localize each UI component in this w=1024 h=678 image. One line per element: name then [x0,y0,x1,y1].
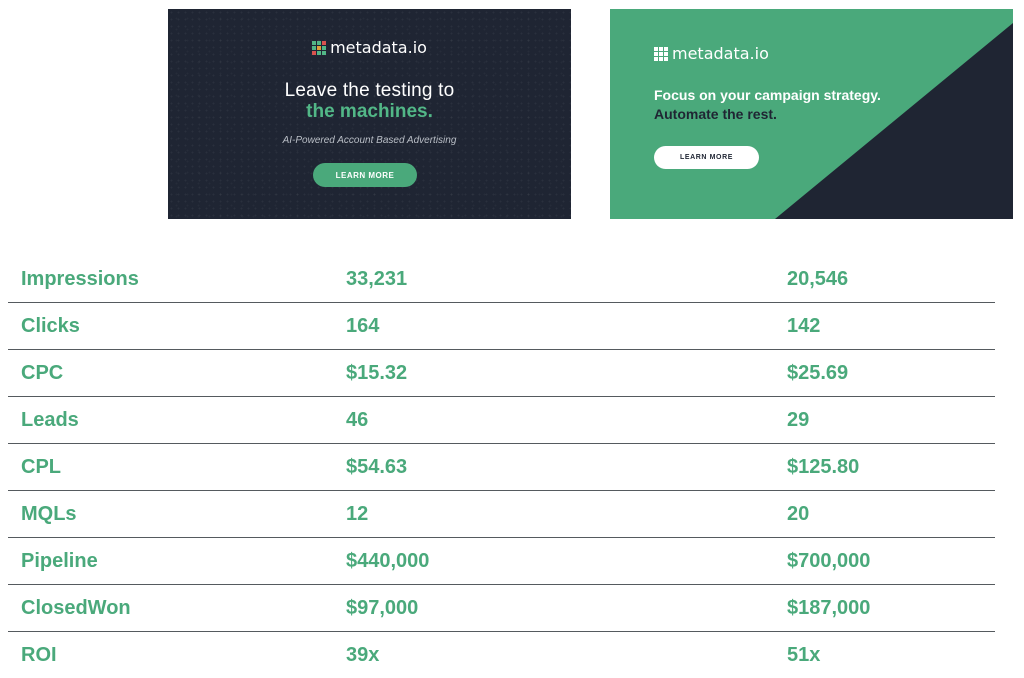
logo-grid-icon [654,47,668,61]
metric-label: Pipeline [8,538,346,585]
ad-a-value: $440,000 [346,538,787,585]
metric-label: Leads [8,397,346,444]
table-row: CPC$15.32$25.69 [8,350,995,397]
metric-label: Impressions [8,256,346,303]
table-row: Pipeline$440,000$700,000 [8,538,995,585]
ad-b-value: 51x [787,632,995,678]
ad-b-value: $700,000 [787,538,995,585]
ad-a-value: $54.63 [346,444,787,491]
brand-logo: metadata.io [168,38,571,57]
ad-a-value: 39x [346,632,787,678]
learn-more-button[interactable]: LEARN MORE [313,163,417,187]
metric-label: CPC [8,350,346,397]
brand-name: metadata.io [330,38,427,57]
ad-headline-line2: the machines. [168,101,571,123]
ad-a-value: 12 [346,491,787,538]
ad-headline-line2: Automate the rest. [654,106,777,122]
brand-name: metadata.io [672,44,769,63]
ad-headline-line1: Leave the testing to [168,80,571,102]
ad-b-value: $187,000 [787,585,995,632]
metric-label: CPL [8,444,346,491]
ad-a-value: $97,000 [346,585,787,632]
ad-b-value: 20 [787,491,995,538]
ad-b-value: $125.80 [787,444,995,491]
metric-label: ROI [8,632,346,678]
ad-a-value: 33,231 [346,256,787,303]
ad-variant-a: metadata.io Leave the testing to the mac… [168,9,571,219]
metric-label: Clicks [8,303,346,350]
ad-b-value: 142 [787,303,995,350]
brand-logo: metadata.io [654,44,769,63]
metric-label: ClosedWon [8,585,346,632]
ad-b-value: 20,546 [787,256,995,303]
logo-grid-icon [312,41,326,55]
ad-variant-b: metadata.io Focus on your campaign strat… [610,9,1013,219]
ad-a-value: 46 [346,397,787,444]
table-row: ClosedWon$97,000$187,000 [8,585,995,632]
metric-label: MQLs [8,491,346,538]
ad-a-value: $15.32 [346,350,787,397]
ad-a-value: 164 [346,303,787,350]
ad-b-value: $25.69 [787,350,995,397]
ad-subtitle: AI-Powered Account Based Advertising [168,135,571,146]
ad-headline-line1: Focus on your campaign strategy. [654,87,881,103]
learn-more-button[interactable]: LEARN MORE [654,146,759,169]
table-row: CPL$54.63$125.80 [8,444,995,491]
ad-b-value: 29 [787,397,995,444]
